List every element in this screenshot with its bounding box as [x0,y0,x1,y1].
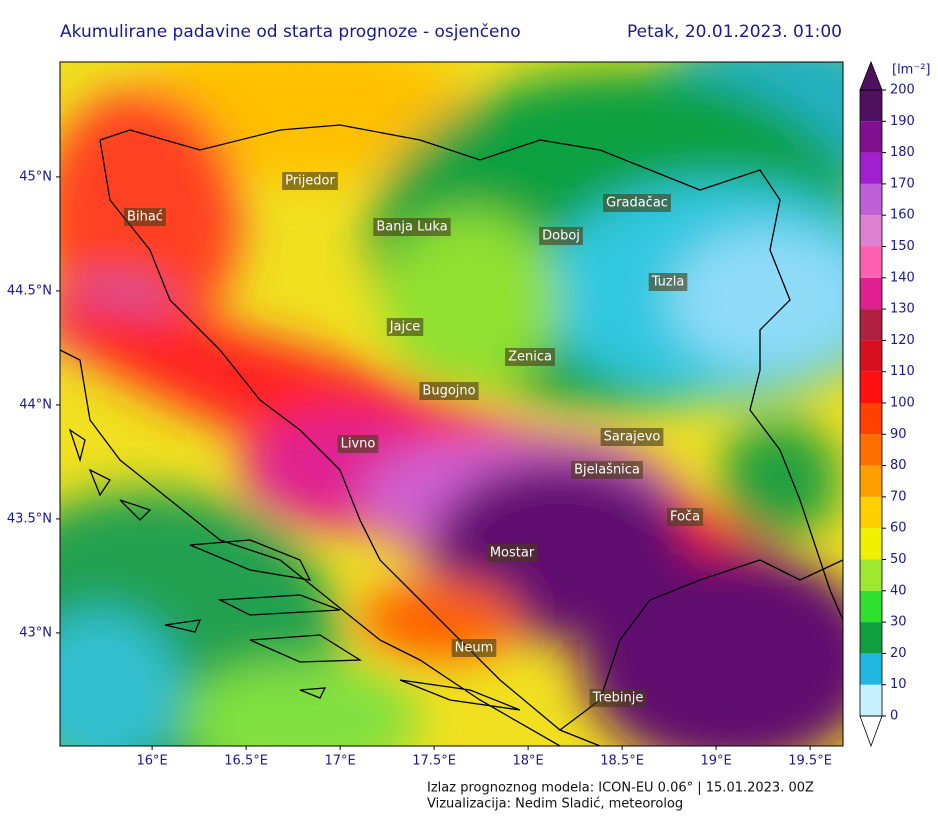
colorbar-extend-top [859,60,883,91]
colorbar-segment [860,309,882,341]
colorbar-segment [860,277,882,310]
colorbar-tick-label: 20 [890,646,907,661]
colorbar-segment [860,496,882,529]
colorbar-unit: [lm⁻²] [892,63,931,78]
x-tick-label: 19°E [700,754,731,769]
city-label-bg [419,382,479,400]
city-label: Prijedor [285,174,335,189]
colorbar-tick-label: 160 [890,208,915,223]
city-label: Mostar [490,546,535,561]
y-tick-label: 43.5°N [7,511,52,526]
colorbar-segment [860,590,882,623]
colorbar-tick-label: 70 [890,489,907,504]
colorbar-segment [860,121,882,153]
city-label-bg [571,461,643,479]
colorbar-segment [860,403,882,435]
title: Akumulirane padavine od starta prognoze … [60,22,521,42]
city-label-bg [666,508,704,526]
colorbar-segment [860,684,882,716]
precip-field: Prijedor Bihać Banja Luka Doboj Gradačac Tuzl… [60,62,843,746]
city-label-bg [486,544,538,562]
colorbar-tick-label: 170 [890,176,915,191]
city-label-bg [373,218,451,236]
city-label-bg [603,194,671,212]
city-label: Bihać [127,210,163,225]
colorbar-segment [860,246,882,278]
colorbar-tick-label: 60 [890,521,907,536]
y-tick-label: 43°N [19,625,52,640]
city-label: Tuzla [651,275,685,290]
city-label-bg [505,348,555,366]
colorbar-tick-label: 110 [890,364,915,379]
colorbar-segment [860,653,882,685]
city-label: Neum [455,641,494,656]
colorbar-segment [860,90,882,122]
city-label-bg [282,172,338,190]
colorbar-tick-label: 120 [890,333,915,348]
colorbar-segment [860,340,882,372]
city-label: Jajce [389,320,421,335]
colorbar-segment [860,434,882,466]
colorbar-tick-label: 100 [890,396,915,411]
city-label: Trebinje [592,691,644,706]
x-tick-label: 17.5°E [412,754,456,769]
city-label: Bjelašnica [574,463,640,478]
city-label: Zenica [508,350,552,365]
colorbar-segment [860,152,882,184]
x-tick-label: 18.5°E [600,754,644,769]
footer-model: Izlaz prognoznog modela: ICON-EU 0.06° |… [427,781,814,796]
city-label-bg [600,428,664,446]
colorbar-tick-label: 0 [890,709,898,724]
colorbar-tick-label: 150 [890,239,915,254]
city-label-bg [589,689,647,707]
footer-author: Vizualizacija: Nedim Sladić, meteorolog [427,797,683,812]
y-tick-label: 44.5°N [7,283,52,298]
city-label: Doboj [542,229,580,244]
city-label-bg [124,208,166,226]
city-label: Sarajevo [604,430,661,445]
y-tick-label: 45°N [19,169,52,184]
colorbar-segment [860,559,882,591]
city-label-bg [648,273,688,291]
date: Petak, 20.01.2023. 01:00 [627,22,842,42]
city-label-bg [337,435,379,453]
colorbar-segment [860,215,882,247]
x-tick-label: 18°E [512,754,543,769]
city-label: Livno [341,437,376,452]
colorbar-tick-label: 200 [890,83,915,98]
y-tick-label: 44°N [19,397,52,412]
colorbar-tick-label: 90 [890,427,907,442]
city-label: Bugojno [422,384,475,399]
colorbar-tick-label: 130 [890,302,915,317]
colorbar-tick-label: 30 [890,615,907,630]
colorbar-segment [860,465,882,497]
colorbar-tick-label: 10 [890,677,907,692]
x-tick-label: 16°E [136,754,167,769]
city-label-bg [539,227,583,245]
city-label: Foča [670,510,700,525]
colorbar-tick-label: 40 [890,583,907,598]
colorbar-tick-label: 180 [890,145,915,160]
colorbar-segment [860,371,882,403]
colorbar-segment [860,622,882,654]
colorbar-segment [860,183,882,216]
city-label-bg [386,318,424,336]
colorbar-tick-label: 190 [890,114,915,129]
colorbar-tick-label: 140 [890,270,915,285]
colorbar-extend-bottom [859,715,883,748]
map-frame [59,61,844,747]
x-tick-label: 17°E [324,754,355,769]
colorbar-tick-label: 50 [890,552,907,567]
city-label: Banja Luka [376,220,447,235]
x-tick-label: 19.5°E [788,754,832,769]
colorbar-tick-label: 80 [890,458,907,473]
city-label: Gradačac [606,196,668,211]
colorbar-segment [860,528,882,560]
x-tick-label: 16.5°E [224,754,268,769]
city-label-bg [451,639,497,657]
